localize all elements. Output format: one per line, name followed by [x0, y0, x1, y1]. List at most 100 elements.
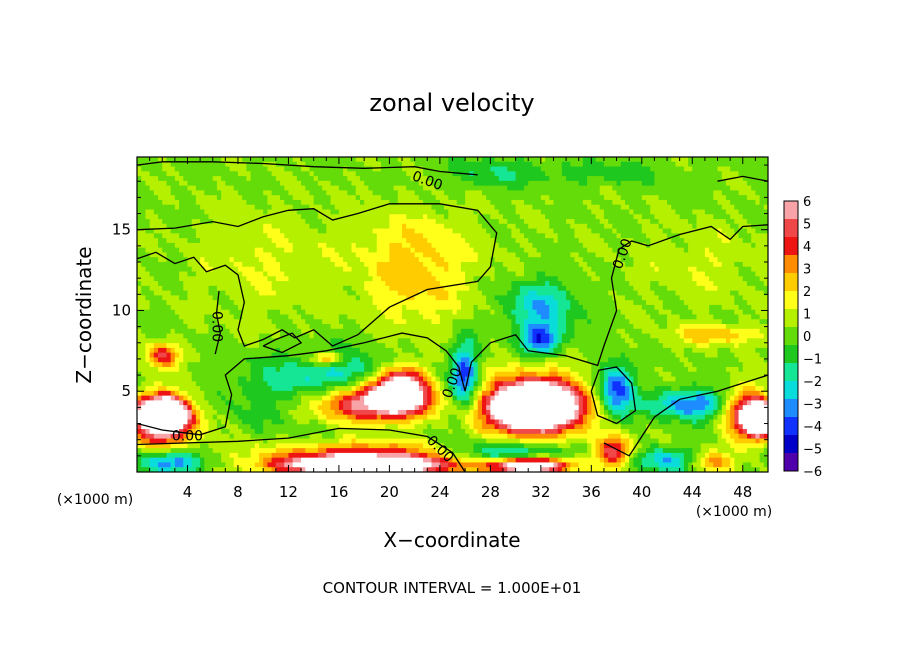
- field-cell: [456, 219, 462, 225]
- field-cell: [578, 300, 584, 306]
- field-cell: [675, 309, 681, 316]
- field-cell: [137, 219, 142, 225]
- field-cell: [309, 180, 315, 187]
- field-cell: [423, 242, 428, 249]
- field-cell: [439, 238, 445, 244]
- field-cell: [498, 157, 504, 163]
- field-cell: [439, 276, 445, 282]
- field-cell: [519, 290, 525, 297]
- field-cell: [263, 219, 269, 225]
- field-cell: [174, 285, 180, 292]
- field-cell: [742, 309, 748, 316]
- field-cell: [561, 295, 567, 301]
- field-cell: [519, 285, 525, 292]
- field-cell: [275, 276, 281, 282]
- field-cell: [751, 219, 756, 225]
- field-cell: [246, 223, 252, 230]
- field-cell: [166, 223, 172, 230]
- field-cell: [763, 157, 768, 163]
- field-cell: [187, 276, 193, 282]
- field-cell: [511, 214, 517, 220]
- field-cell: [183, 281, 189, 287]
- field-cell: [696, 257, 702, 263]
- field-cell: [200, 219, 205, 225]
- field-cell: [254, 266, 260, 273]
- field-cell: [734, 166, 740, 172]
- field-cell: [624, 252, 630, 258]
- field-cell: [431, 180, 437, 187]
- field-cell: [608, 252, 613, 258]
- field-cell: [208, 314, 214, 320]
- field-cell: [465, 176, 470, 182]
- field-cell: [692, 300, 698, 306]
- field-cell: [191, 252, 197, 258]
- field-cell: [351, 209, 357, 215]
- field-cell: [258, 190, 264, 196]
- field-cell: [709, 276, 714, 282]
- field-cell: [397, 185, 403, 192]
- field-cell: [730, 276, 735, 282]
- field-cell: [524, 228, 529, 234]
- field-cell: [162, 171, 168, 177]
- field-cell: [233, 190, 239, 196]
- field-cell: [179, 180, 184, 187]
- field-cell: [507, 171, 512, 177]
- field-cell: [721, 285, 727, 292]
- field-cell: [237, 309, 243, 316]
- field-cell: [166, 233, 172, 239]
- field-cell: [376, 257, 382, 263]
- field-cell: [397, 180, 403, 187]
- field-cell: [730, 190, 735, 196]
- field-cell: [444, 223, 449, 230]
- field-cell: [502, 266, 508, 273]
- field-cell: [402, 262, 407, 268]
- field-cell: [200, 195, 205, 201]
- field-cell: [326, 166, 332, 172]
- field-cell: [545, 290, 550, 297]
- field-cell: [709, 238, 714, 244]
- field-cell: [616, 195, 622, 201]
- field-cell: [616, 219, 622, 225]
- field-cell: [284, 233, 290, 239]
- field-cell: [162, 176, 168, 182]
- field-cell: [566, 223, 571, 230]
- field-cell: [759, 171, 765, 177]
- field-cell: [755, 266, 761, 273]
- field-cell: [389, 190, 395, 196]
- field-cell: [402, 252, 407, 258]
- field-cell: [725, 309, 731, 316]
- field-cell: [364, 238, 369, 244]
- field-cell: [519, 309, 525, 316]
- field-cell: [296, 281, 302, 287]
- field-cell: [448, 304, 454, 311]
- field-cell: [187, 257, 193, 263]
- field-cell: [359, 238, 365, 244]
- field-cell: [246, 209, 252, 215]
- field-cell: [322, 204, 327, 211]
- field-cell: [376, 214, 382, 220]
- field-cell: [448, 180, 454, 187]
- field-cell: [389, 157, 395, 163]
- field-cell: [368, 161, 374, 168]
- field-cell: [667, 195, 672, 201]
- field-cell: [267, 204, 273, 211]
- field-cell: [498, 195, 504, 201]
- field-cell: [524, 166, 529, 172]
- field-cell: [334, 295, 340, 301]
- field-cell: [174, 290, 180, 297]
- field-cell: [179, 276, 184, 282]
- field-cell: [410, 262, 416, 268]
- field-cell: [406, 262, 412, 268]
- field-cell: [444, 247, 449, 254]
- field-cell: [658, 195, 664, 201]
- field-cell: [591, 247, 597, 254]
- field-cell: [692, 209, 698, 215]
- field-cell: [435, 204, 441, 211]
- field-cell: [280, 257, 285, 263]
- field-cell: [582, 290, 588, 297]
- field-cell: [305, 199, 311, 206]
- field-cell: [296, 219, 302, 225]
- field-cell: [725, 171, 731, 177]
- field-cell: [465, 252, 470, 258]
- field-cell: [225, 247, 231, 254]
